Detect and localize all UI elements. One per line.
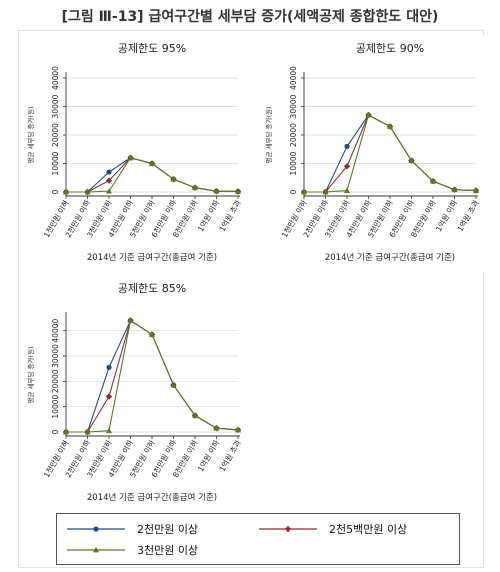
figure-title: [그림 Ⅲ-13] 급여구간별 세부담 증가(세액공제 종합한도 대안) (0, 6, 500, 26)
legend-item: 2천만원 이상 (67, 522, 198, 536)
y-tick-label: 0 (51, 429, 60, 434)
x-tick-label: 1억원 초과 (456, 198, 481, 233)
x-axis-label: 2014년 기준 급여구간(총급여 기준) (87, 252, 217, 263)
y-tick-label: 20000 (51, 369, 60, 393)
legend-label: 2천5백만원 이상 (329, 522, 407, 536)
chart-panel-90: 공제한도 90% 0 10000 20000 30000 40000 평균 세부담 증가(원… (258, 36, 486, 272)
y-tick-label: 40000 (289, 66, 298, 90)
y-tick-label: 0 (51, 189, 60, 194)
x-tick-label: 1억원 초과 (218, 198, 243, 233)
y-axis-label: 평균 세부담 증가(원) (26, 106, 35, 163)
x-tick-label: 1억원 초과 (218, 438, 243, 473)
x-axis-label: 2014년 기준 급여구간(총급여 기준) (325, 252, 455, 263)
y-tick-label: 10000 (289, 151, 298, 175)
y-tick-label: 40000 (51, 66, 60, 90)
y-tick-label: 30000 (51, 94, 60, 118)
legend-marker (285, 526, 291, 532)
data-point (106, 393, 112, 399)
chart-svg: 공제한도 90% 0 10000 20000 30000 40000 평균 세부담 증가(원… (258, 36, 486, 272)
y-tick-label: 20000 (289, 123, 298, 147)
y-tick-label: 30000 (51, 344, 60, 368)
legend-marker (93, 526, 98, 531)
data-point (106, 169, 111, 174)
legend-item: 3천만원 이상 (67, 543, 198, 557)
series-3 (63, 155, 241, 195)
y-tick-label: 40000 (51, 319, 60, 343)
y-tick-label: 30000 (289, 94, 298, 118)
chart-svg: 공제한도 85% 0 10000 200003000040000 평균 세부담 증가(원… (20, 276, 248, 512)
series-3 (301, 112, 479, 195)
x-axis-label: 2014년 기준 급여구간(총급여 기준) (87, 492, 217, 503)
chart-panel-95: 공제한도 95% 0 10000 20000 30000 40000 평균 세부담 증가(원… (20, 36, 248, 272)
legend-label: 2천만원 이상 (137, 522, 198, 536)
chart-svg: 공제한도 95% 0 10000 20000 30000 40000 평균 세부담 증가(원… (20, 36, 248, 272)
y-tick-label: 20000 (51, 123, 60, 147)
legend-label: 3천만원 이상 (137, 543, 198, 557)
series-3 (63, 317, 241, 434)
y-tick-label: 0 (289, 189, 298, 194)
legend-item: 2천5백만원 이상 (259, 522, 407, 536)
y-axis-label: 평균 세부담 증가(원) (264, 106, 273, 163)
chart-legend: 2천만원 이상 2천5백만원 이상 3천만원 이상 (56, 513, 460, 565)
legend-svg: 2천만원 이상 2천5백만원 이상 3천만원 이상 (57, 514, 459, 564)
y-axis-label: 평균 세부담 증가(원) (26, 346, 35, 403)
chart-title: 공제한도 90% (356, 42, 424, 55)
data-point (106, 365, 111, 370)
data-point (344, 144, 349, 149)
chart-title: 공제한도 95% (118, 42, 186, 55)
y-tick-label: 10000 (51, 151, 60, 175)
chart-title: 공제한도 85% (118, 282, 186, 295)
chart-panel-85: 공제한도 85% 0 10000 200003000040000 평균 세부담 증가(원… (20, 276, 248, 512)
y-tick-label: 10000 (51, 395, 60, 419)
